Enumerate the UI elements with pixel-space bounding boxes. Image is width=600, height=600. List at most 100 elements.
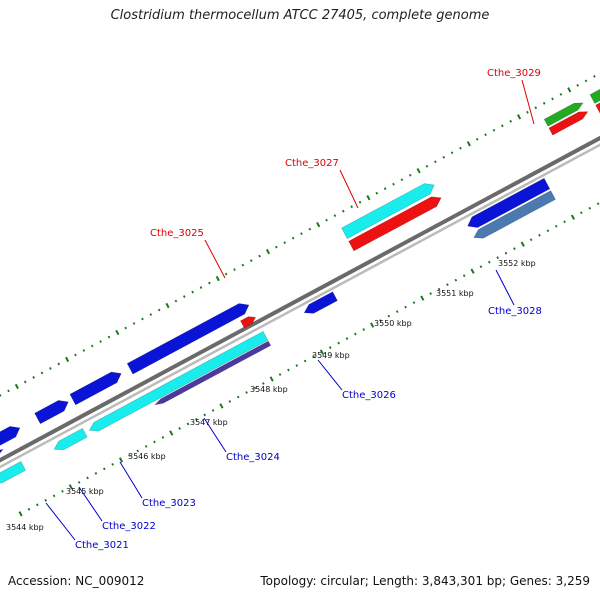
- upper-tick-mark: [316, 221, 321, 228]
- upper-tick-mark: [425, 164, 429, 168]
- lower-tick-mark: [362, 328, 366, 331]
- upper-tick-mark: [350, 205, 353, 209]
- genome-backbone-edge: [0, 143, 600, 469]
- gene-leader-line: [521, 79, 535, 125]
- lower-tick-mark: [370, 322, 375, 328]
- ruler-kbp-label: 3552 kbp: [498, 259, 536, 268]
- lower-tick-mark: [111, 462, 114, 466]
- lower-tick-mark: [437, 287, 441, 291]
- upper-tick-mark: [416, 168, 421, 174]
- gene-leader-line: [119, 461, 143, 499]
- lower-tick-mark: [462, 274, 466, 278]
- lower-tick-mark: [404, 305, 407, 309]
- upper-tick-mark: [366, 195, 371, 201]
- upper-tick-mark: [265, 248, 271, 255]
- lower-tick-mark: [596, 202, 600, 206]
- upper-tick-mark: [191, 290, 194, 294]
- lower-tick-mark: [153, 440, 156, 444]
- upper-tick-mark: [208, 281, 211, 285]
- upper-tick-mark: [124, 326, 128, 330]
- lower-tick-mark: [538, 233, 541, 237]
- upper-tick-mark: [509, 119, 513, 123]
- gene-leader-line: [495, 269, 515, 306]
- lower-tick-mark: [570, 214, 576, 220]
- gene-feature: [543, 102, 584, 127]
- lower-tick-mark: [337, 341, 340, 345]
- lower-tick-mark: [429, 292, 433, 296]
- lower-tick-mark: [118, 457, 124, 463]
- upper-tick-mark: [492, 128, 496, 132]
- lower-tick-mark: [454, 278, 458, 282]
- gene-label: Cthe_3029: [487, 68, 541, 79]
- lower-tick-mark: [387, 314, 391, 318]
- lower-tick-mark: [186, 422, 190, 426]
- gene-leader-line: [203, 417, 227, 453]
- gene-feature: [548, 111, 589, 136]
- upper-tick-mark: [325, 218, 328, 222]
- lower-tick-mark: [420, 295, 425, 301]
- lower-tick-mark: [178, 427, 181, 430]
- gene-label: Cthe_3024: [226, 452, 280, 463]
- upper-tick-mark: [157, 308, 161, 312]
- lower-tick-mark: [228, 400, 232, 403]
- lower-tick-mark: [496, 256, 499, 260]
- upper-tick-mark: [224, 272, 228, 276]
- gene-label: Cthe_3026: [342, 390, 396, 401]
- gene-label: Cthe_3027: [285, 158, 339, 169]
- gene-leader-line: [78, 486, 103, 522]
- upper-tick-mark: [182, 295, 186, 298]
- lower-tick-mark: [245, 391, 248, 394]
- upper-tick-mark: [7, 389, 10, 393]
- ruler-kbp-label: 3545 kbp: [66, 487, 104, 496]
- lower-tick-mark: [470, 268, 475, 274]
- lower-tick-mark: [529, 238, 533, 242]
- upper-tick-mark: [375, 191, 379, 195]
- lower-tick-mark: [546, 229, 550, 233]
- lower-tick-mark: [446, 283, 449, 287]
- lower-tick-mark: [18, 511, 23, 517]
- upper-tick-mark: [99, 340, 102, 343]
- lower-tick-mark: [253, 386, 257, 390]
- lower-tick-mark: [412, 301, 416, 305]
- upper-tick-mark: [0, 394, 2, 397]
- lower-tick-mark: [504, 251, 508, 255]
- upper-tick-mark: [57, 362, 61, 366]
- upper-tick-mark: [576, 83, 579, 87]
- upper-tick-mark: [551, 97, 554, 101]
- lower-tick-mark: [312, 355, 315, 358]
- lower-tick-mark: [354, 332, 357, 336]
- gene-feature: [126, 303, 250, 375]
- lower-tick-mark: [36, 503, 39, 507]
- upper-tick-mark: [90, 344, 94, 348]
- gene-feature: [341, 183, 435, 239]
- lower-tick-mark: [44, 498, 48, 502]
- gene-feature: [0, 426, 21, 446]
- upper-tick-mark: [333, 214, 337, 218]
- lower-tick-mark: [144, 445, 148, 448]
- upper-tick-mark: [107, 335, 111, 339]
- upper-tick-mark: [308, 227, 312, 231]
- upper-tick-mark: [584, 79, 588, 83]
- upper-tick-mark: [275, 245, 278, 249]
- lower-tick-mark: [61, 489, 64, 493]
- upper-tick-mark: [40, 371, 44, 375]
- lower-tick-mark: [520, 241, 525, 247]
- upper-tick-mark: [300, 232, 303, 236]
- gene-leader-line: [45, 502, 76, 541]
- gene-label: Cthe_3022: [102, 521, 156, 532]
- lower-tick-mark: [303, 359, 307, 363]
- lower-tick-mark: [295, 364, 299, 367]
- lower-tick-mark: [236, 395, 240, 399]
- upper-tick-mark: [132, 322, 136, 325]
- genome-backbone: [0, 135, 600, 463]
- upper-tick-mark: [484, 133, 487, 137]
- lower-tick-mark: [345, 337, 349, 340]
- upper-tick-mark: [501, 124, 504, 128]
- lower-tick-mark: [379, 319, 382, 322]
- gene-label: Cthe_3021: [75, 540, 129, 551]
- gene-label: Cthe_3028: [488, 306, 542, 317]
- upper-tick-mark: [341, 209, 345, 213]
- lower-tick-mark: [102, 467, 106, 471]
- upper-tick-mark: [165, 302, 170, 309]
- gene-leader-line: [339, 169, 359, 209]
